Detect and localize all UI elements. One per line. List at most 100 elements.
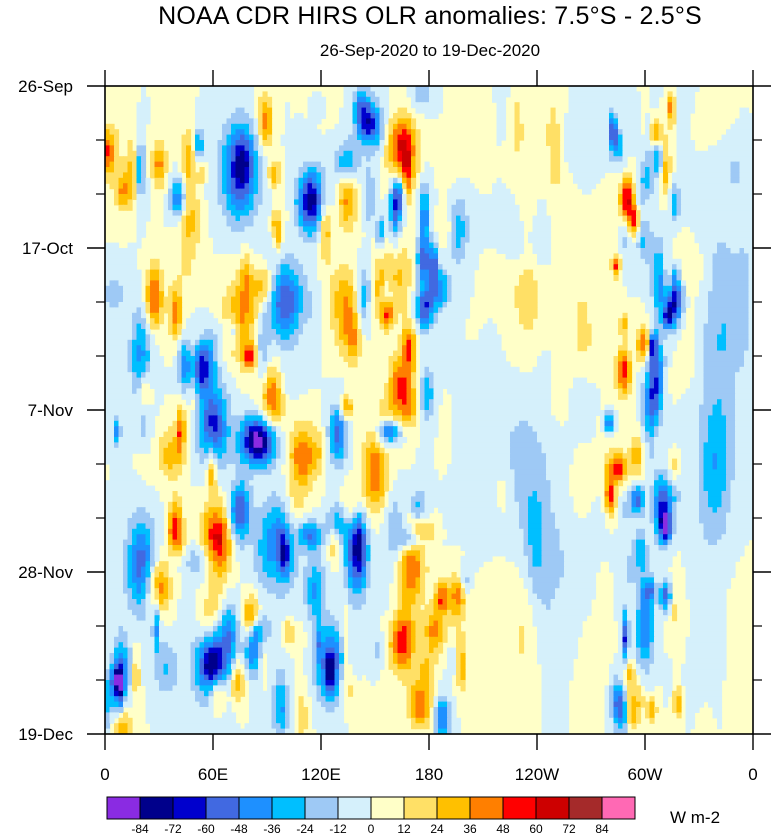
anomaly-cell xyxy=(357,145,363,152)
anomaly-cell xyxy=(586,183,592,190)
anomaly-cell xyxy=(307,237,313,244)
anomaly-cell xyxy=(375,221,381,227)
anomaly-cell xyxy=(307,129,313,136)
anomaly-cell xyxy=(658,318,664,325)
anomaly-cell xyxy=(555,167,561,173)
anomaly-cell xyxy=(253,291,259,298)
anomaly-cell xyxy=(465,231,471,238)
anomaly-cell xyxy=(451,264,457,271)
anomaly-cell xyxy=(523,372,529,379)
anomaly-cell xyxy=(366,113,372,119)
anomaly-cell xyxy=(109,334,115,341)
anomaly-cell xyxy=(411,102,417,109)
anomaly-cell xyxy=(262,177,268,184)
anomaly-cell xyxy=(172,199,178,206)
anomaly-cell xyxy=(154,318,160,325)
anomaly-cell xyxy=(177,204,183,211)
anomaly-cell xyxy=(739,107,745,114)
anomaly-cell xyxy=(208,150,214,157)
anomaly-cell xyxy=(195,140,201,146)
anomaly-cell xyxy=(298,318,304,325)
anomaly-cell xyxy=(627,356,633,362)
anomaly-cell xyxy=(370,156,376,163)
anomaly-cell xyxy=(433,323,439,330)
anomaly-cell xyxy=(429,242,435,249)
anomaly-cell xyxy=(478,221,484,227)
anomaly-cell xyxy=(622,361,628,368)
anomaly-cell xyxy=(172,167,178,173)
anomaly-cell xyxy=(622,156,628,163)
anomaly-cell xyxy=(748,258,753,265)
anomaly-cell xyxy=(244,366,250,373)
anomaly-cell xyxy=(555,172,561,179)
anomaly-cell xyxy=(447,339,453,346)
anomaly-cell xyxy=(681,150,687,157)
anomaly-cell xyxy=(667,204,673,211)
anomaly-cell xyxy=(163,307,169,314)
anomaly-cell xyxy=(226,177,232,184)
anomaly-cell xyxy=(249,188,255,195)
anomaly-cell xyxy=(744,350,750,357)
anomaly-cell xyxy=(316,172,322,179)
anomaly-cell xyxy=(141,356,147,362)
anomaly-cell xyxy=(213,210,219,217)
anomaly-cell xyxy=(474,350,480,357)
anomaly-cell xyxy=(312,356,318,362)
anomaly-cell xyxy=(532,215,538,222)
anomaly-cell xyxy=(357,275,363,281)
anomaly-cell xyxy=(604,102,610,109)
anomaly-cell xyxy=(577,107,583,114)
anomaly-cell xyxy=(213,248,219,254)
anomaly-cell xyxy=(226,188,232,195)
anomaly-cell xyxy=(186,269,192,276)
anomaly-cell xyxy=(703,269,709,276)
anomaly-cell xyxy=(523,285,529,292)
anomaly-cell xyxy=(708,291,714,298)
anomaly-cell xyxy=(411,366,417,373)
anomaly-cell xyxy=(348,199,354,206)
anomaly-cell xyxy=(307,269,313,276)
anomaly-cell xyxy=(316,129,322,136)
anomaly-cell xyxy=(474,253,480,260)
anomaly-cell xyxy=(123,312,129,319)
anomaly-cell xyxy=(442,339,448,346)
anomaly-cell xyxy=(312,210,318,217)
anomaly-cell xyxy=(694,296,700,303)
anomaly-cell xyxy=(118,334,124,341)
anomaly-cell xyxy=(118,167,124,173)
anomaly-cell xyxy=(744,118,750,125)
anomaly-cell xyxy=(249,91,255,98)
anomaly-cell xyxy=(330,129,336,136)
anomaly-cell xyxy=(105,339,111,346)
anomaly-cell xyxy=(730,231,736,238)
anomaly-cell xyxy=(582,140,588,146)
anomaly-cell xyxy=(267,339,273,346)
anomaly-cell xyxy=(667,356,673,362)
anomaly-cell xyxy=(460,188,466,195)
anomaly-cell xyxy=(640,248,646,254)
anomaly-cell xyxy=(334,280,340,287)
anomaly-cell xyxy=(483,350,489,357)
anomaly-cell xyxy=(298,167,304,173)
anomaly-cell xyxy=(487,329,493,335)
anomaly-cell xyxy=(402,145,408,152)
anomaly-cell xyxy=(150,377,156,384)
anomaly-cell xyxy=(672,199,678,206)
anomaly-cell xyxy=(622,188,628,195)
anomaly-cell xyxy=(676,172,682,179)
anomaly-cell xyxy=(541,366,547,373)
anomaly-cell xyxy=(298,361,304,368)
anomaly-cell xyxy=(636,118,642,125)
anomaly-cell xyxy=(748,215,753,222)
anomaly-cell xyxy=(127,264,133,271)
anomaly-cell xyxy=(438,107,444,114)
anomaly-cell xyxy=(321,161,327,168)
anomaly-cell xyxy=(186,253,192,260)
anomaly-cell xyxy=(330,302,336,308)
anomaly-cell xyxy=(438,296,444,303)
anomaly-cell xyxy=(654,150,660,157)
anomaly-cell xyxy=(289,204,295,211)
anomaly-cell xyxy=(361,194,367,200)
anomaly-cell xyxy=(316,312,322,319)
anomaly-cell xyxy=(640,150,646,157)
